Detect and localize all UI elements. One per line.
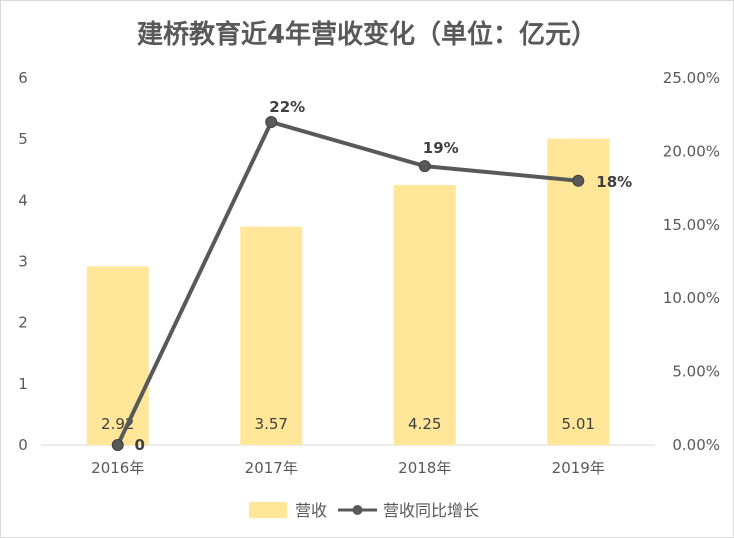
y-right-tick-label: 15.00% (663, 216, 720, 234)
legend-line-marker (352, 505, 363, 515)
y-right-tick-label: 5.00% (672, 363, 720, 381)
y-axis-right: 0.00% 5.00% 10.00% 15.00% 20.00% 25.00% (663, 69, 720, 454)
bar (240, 226, 303, 445)
line-value-label: 22% (269, 98, 305, 116)
y-left-tick-label: 0 (18, 436, 28, 454)
legend-bar-swatch (249, 502, 287, 518)
line-value-label: 0 (135, 436, 145, 454)
x-tick-label: 2016年 (91, 459, 144, 477)
legend-bar-label: 营收 (295, 501, 327, 520)
y-right-tick-label: 10.00% (663, 289, 720, 307)
bar (393, 185, 456, 445)
line-point (265, 116, 278, 129)
legend-line-label: 营收同比增长 (383, 501, 479, 520)
y-axis-left: 0 1 2 3 4 5 6 (18, 69, 28, 454)
bar (86, 266, 149, 445)
y-left-tick-label: 3 (18, 253, 28, 271)
bar-value-label: 3.57 (255, 415, 288, 433)
line-value-label: 18% (596, 173, 632, 191)
x-axis: 2016年 2017年 2018年 2019年 (91, 459, 605, 477)
y-right-tick-label: 0.00% (672, 436, 720, 454)
x-tick-label: 2018年 (398, 459, 451, 477)
y-left-tick-label: 6 (18, 69, 28, 87)
y-right-tick-label: 20.00% (663, 142, 720, 160)
y-left-tick-label: 5 (18, 130, 28, 148)
bar-value-label: 5.01 (562, 415, 595, 433)
line-series: 0 22% 19% 18% (111, 98, 632, 454)
y-left-tick-label: 1 (18, 375, 28, 393)
line-point (572, 174, 585, 187)
chart-title: 建桥教育近4年营收变化（单位：亿元） (137, 19, 597, 50)
line-value-label: 19% (423, 139, 459, 157)
x-tick-label: 2019年 (552, 459, 605, 477)
y-left-tick-label: 2 (18, 314, 28, 332)
line-point (418, 160, 431, 173)
bar-value-label: 4.25 (408, 415, 441, 433)
bar-series: 2.92 3.57 4.25 5.01 (86, 138, 610, 445)
y-right-tick-label: 25.00% (663, 69, 720, 87)
line-point (111, 439, 124, 451)
y-left-tick-label: 4 (18, 191, 28, 209)
bar (547, 138, 610, 445)
growth-line (115, 120, 579, 446)
legend: 营收 营收同比增长 (249, 501, 479, 520)
x-tick-label: 2017年 (245, 459, 298, 477)
